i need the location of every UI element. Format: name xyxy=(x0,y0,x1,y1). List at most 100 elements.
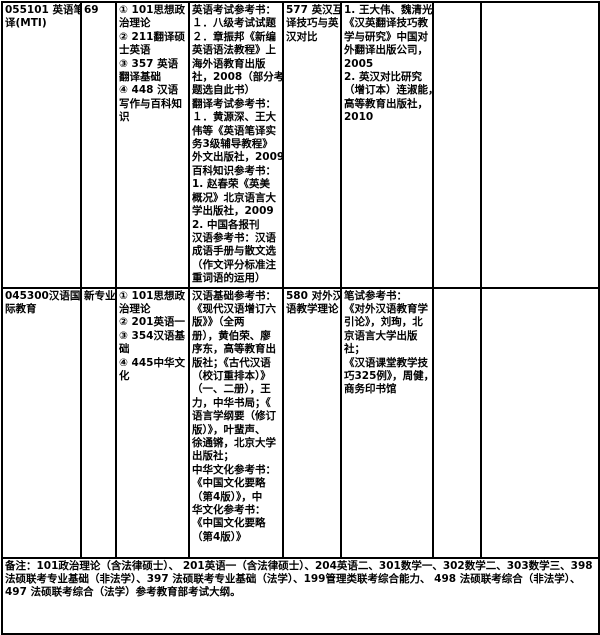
cell-line: 社，2008（部分考 xyxy=(192,71,283,84)
cell-line: ① 101思想政 xyxy=(119,4,185,16)
cell-line: 写作与百科知 xyxy=(119,97,182,110)
cell-line: ③ 357 英语 xyxy=(119,57,179,70)
cell-line: ２．章振邦《新编 xyxy=(192,30,276,43)
cell-line: 重词语的运用） xyxy=(192,272,266,285)
cell-line: 出版社； xyxy=(192,450,234,463)
cell-line: 版社；《古代汉语 xyxy=(192,356,271,369)
cell-line: ② 201英语一 xyxy=(119,316,185,329)
table-row: 055101 英语笔 译(MTI) 69 ① 101思想政 治理论 ② 211翻译硕 士英语… xyxy=(1,1,600,289)
cell-line: 版）》，叶蜚声、 xyxy=(192,423,266,436)
cell-line: （作文评分标准注 xyxy=(192,258,276,271)
cell-line: （第4版）》，中 xyxy=(192,490,263,503)
cell-col7 xyxy=(432,286,482,559)
cell-references: 汉语基础参考书： 《现代汉语增订六 版》》（全两 册），黄伯荣、廖 序东，高等教育出 版社… xyxy=(188,286,284,559)
table-row: 045300汉语国 际教育 新专业 ① 101思想政 治理论 ② 201英语一 ③ 354汉… xyxy=(1,286,600,559)
cell-line: 高等教育出版社， xyxy=(344,97,428,110)
cell-line: 成语手册与散文选 xyxy=(192,245,276,258)
cell-retest-subject: 577 英汉互 译技巧与英 汉对比 xyxy=(282,1,342,289)
cell-line: 百科知识参考书： xyxy=(192,164,276,177)
cell-line: 序东，高等教育出 xyxy=(192,343,276,356)
cell-line: 学出版社，2009 xyxy=(192,205,274,218)
cell-line: 580 对外汉 xyxy=(286,289,341,302)
cell-line: 翻译考试参考书： xyxy=(192,97,276,110)
cell-line: 翻译基础 xyxy=(119,71,161,84)
cell-line: （校订重排本）》 xyxy=(192,369,271,382)
cell-line: 务3级辅导教程》 xyxy=(192,138,273,151)
cell-line: ④ 448 汉语 xyxy=(119,84,179,97)
cell-line: 《对外汉语教育学 xyxy=(344,302,428,315)
cell-line: 《中国文化要略 xyxy=(192,517,266,530)
note-cell: 备注：101政治理论（含法律硕士）、 201英语一（含法律硕士）、204英语二、… xyxy=(1,556,600,635)
cell-line: 伟等《英语笔译实 xyxy=(192,124,276,137)
cell-line: 册），黄伯荣、廖 xyxy=(192,329,271,342)
cell-line: 2010 xyxy=(344,111,374,124)
cell-line: 577 英汉互 xyxy=(286,4,341,16)
cell-enrollment: 新专业 xyxy=(80,286,117,559)
cell-line: 外翻译出版公司， xyxy=(344,44,428,57)
cell-line: 69 xyxy=(84,4,99,16)
cell-line: 新专业 xyxy=(84,289,116,302)
cell-line: 华文化参考书： xyxy=(192,504,266,517)
cell-retest-references: 笔试参考书： 《对外汉语教育学 引论》，刘珣，北 京语言大学出版 社； 《汉语课堂教学技巧… xyxy=(340,286,434,559)
cell-line: １．八级考试试题 xyxy=(192,17,276,30)
cell-line: 汉对比 xyxy=(286,30,318,43)
cell-line: 治理论 xyxy=(119,17,151,30)
cell-line: 英语语法教程》上 xyxy=(192,44,276,57)
cell-line: ④ 445中华文 xyxy=(119,356,185,369)
cell-major: 045300汉语国 际教育 xyxy=(1,286,82,559)
cell-line: 概况》北京语言大 xyxy=(192,191,276,204)
cell-line: 治理论 xyxy=(119,302,151,315)
cell-exam-subjects: ① 101思想政 治理论 ② 211翻译硕 士英语 ③ 357 英语 翻译基础 ④ 448 … xyxy=(115,1,190,289)
cell-line: 1. 赵春荣《英美 xyxy=(192,178,270,191)
cell-line: 《现代汉语增订六 xyxy=(192,302,276,315)
cell-line: 《汉英翻译技巧教 xyxy=(344,17,428,30)
cell-line: 笔试参考书： xyxy=(344,289,407,302)
cell-line: 识 xyxy=(119,111,130,124)
cell-col8 xyxy=(480,286,600,559)
cell-line: ③ 354汉语基 xyxy=(119,329,185,342)
cell-enrollment: 69 xyxy=(80,1,117,289)
cell-line: ② 211翻译硕 xyxy=(119,30,185,43)
cell-line: 力，中华书局；《 xyxy=(192,396,271,409)
cell-line: 译(MTI) xyxy=(5,17,47,30)
cell-line: 社； xyxy=(344,343,365,356)
cell-line: 《中国文化要略 xyxy=(192,477,266,490)
cell-line: 商务印书馆 xyxy=(344,383,397,396)
cell-exam-subjects: ① 101思想政 治理论 ② 201英语一 ③ 354汉语基础 ④ 445中华文化 xyxy=(115,286,190,559)
cell-retest-subject: 580 对外汉 语教学理论 xyxy=(282,286,342,559)
cell-line: 中华文化参考书： xyxy=(192,463,276,476)
cell-line: 化 xyxy=(119,369,130,382)
cell-line: （一、二册），王 xyxy=(192,383,271,396)
cell-line: （增订本）连淑能， xyxy=(344,84,433,97)
cell-retest-references: 1. 王大伟、魏清光 《汉英翻译技巧教 学与研究》中国对 外翻译出版公司， 2005 2.… xyxy=(340,1,434,289)
cell-line: 2. 中国各报刊 xyxy=(192,218,260,231)
cell-line: （第4版）》 xyxy=(192,530,247,543)
cell-line: 汉语参考书：汉语 xyxy=(192,231,276,244)
cell-line: 英语考试参考书： xyxy=(192,4,276,16)
cell-line: 045300汉语国 xyxy=(5,289,81,302)
cell-line: 徐通锵，北京大学 xyxy=(192,437,276,449)
cell-line: 《汉语课堂教学技 xyxy=(344,356,428,369)
cell-line: 2. 英汉对比研究 xyxy=(344,71,422,84)
cell-line: 引论》，刘珣，北 xyxy=(344,316,423,329)
cell-line: 版》》（全两 xyxy=(192,316,245,329)
cell-line: 士英语 xyxy=(119,44,151,57)
cell-references: 英语考试参考书： １．八级考试试题 ２．章振邦《新编 英语语法教程》上 海外语教育出版社… xyxy=(188,1,284,289)
cell-line: 础 xyxy=(119,343,130,356)
cell-line: 语言学纲要（修订 xyxy=(192,410,276,423)
cell-line: 学与研究》中国对 xyxy=(344,30,428,43)
cell-line: 京语言大学出版 xyxy=(344,329,418,342)
cell-line: 055101 英语笔 xyxy=(5,4,81,16)
cell-line: 1. 王大伟、魏清光 xyxy=(344,4,433,16)
cell-line: 际教育 xyxy=(5,302,37,315)
cell-col7 xyxy=(432,1,482,289)
cell-line: 译技巧与英 xyxy=(286,17,339,30)
cell-line: 海外语教育出版 xyxy=(192,57,266,70)
cell-major: 055101 英语笔 译(MTI) xyxy=(1,1,82,289)
cell-line: 巧325例》，周健， xyxy=(344,369,433,382)
cell-line: 外文出版社，2009 xyxy=(192,151,283,164)
note-row: 备注：101政治理论（含法律硕士）、 201英语一（含法律硕士）、204英语二、… xyxy=(1,556,600,635)
cell-col8 xyxy=(480,1,600,289)
cell-line: 汉语基础参考书： xyxy=(192,289,276,302)
